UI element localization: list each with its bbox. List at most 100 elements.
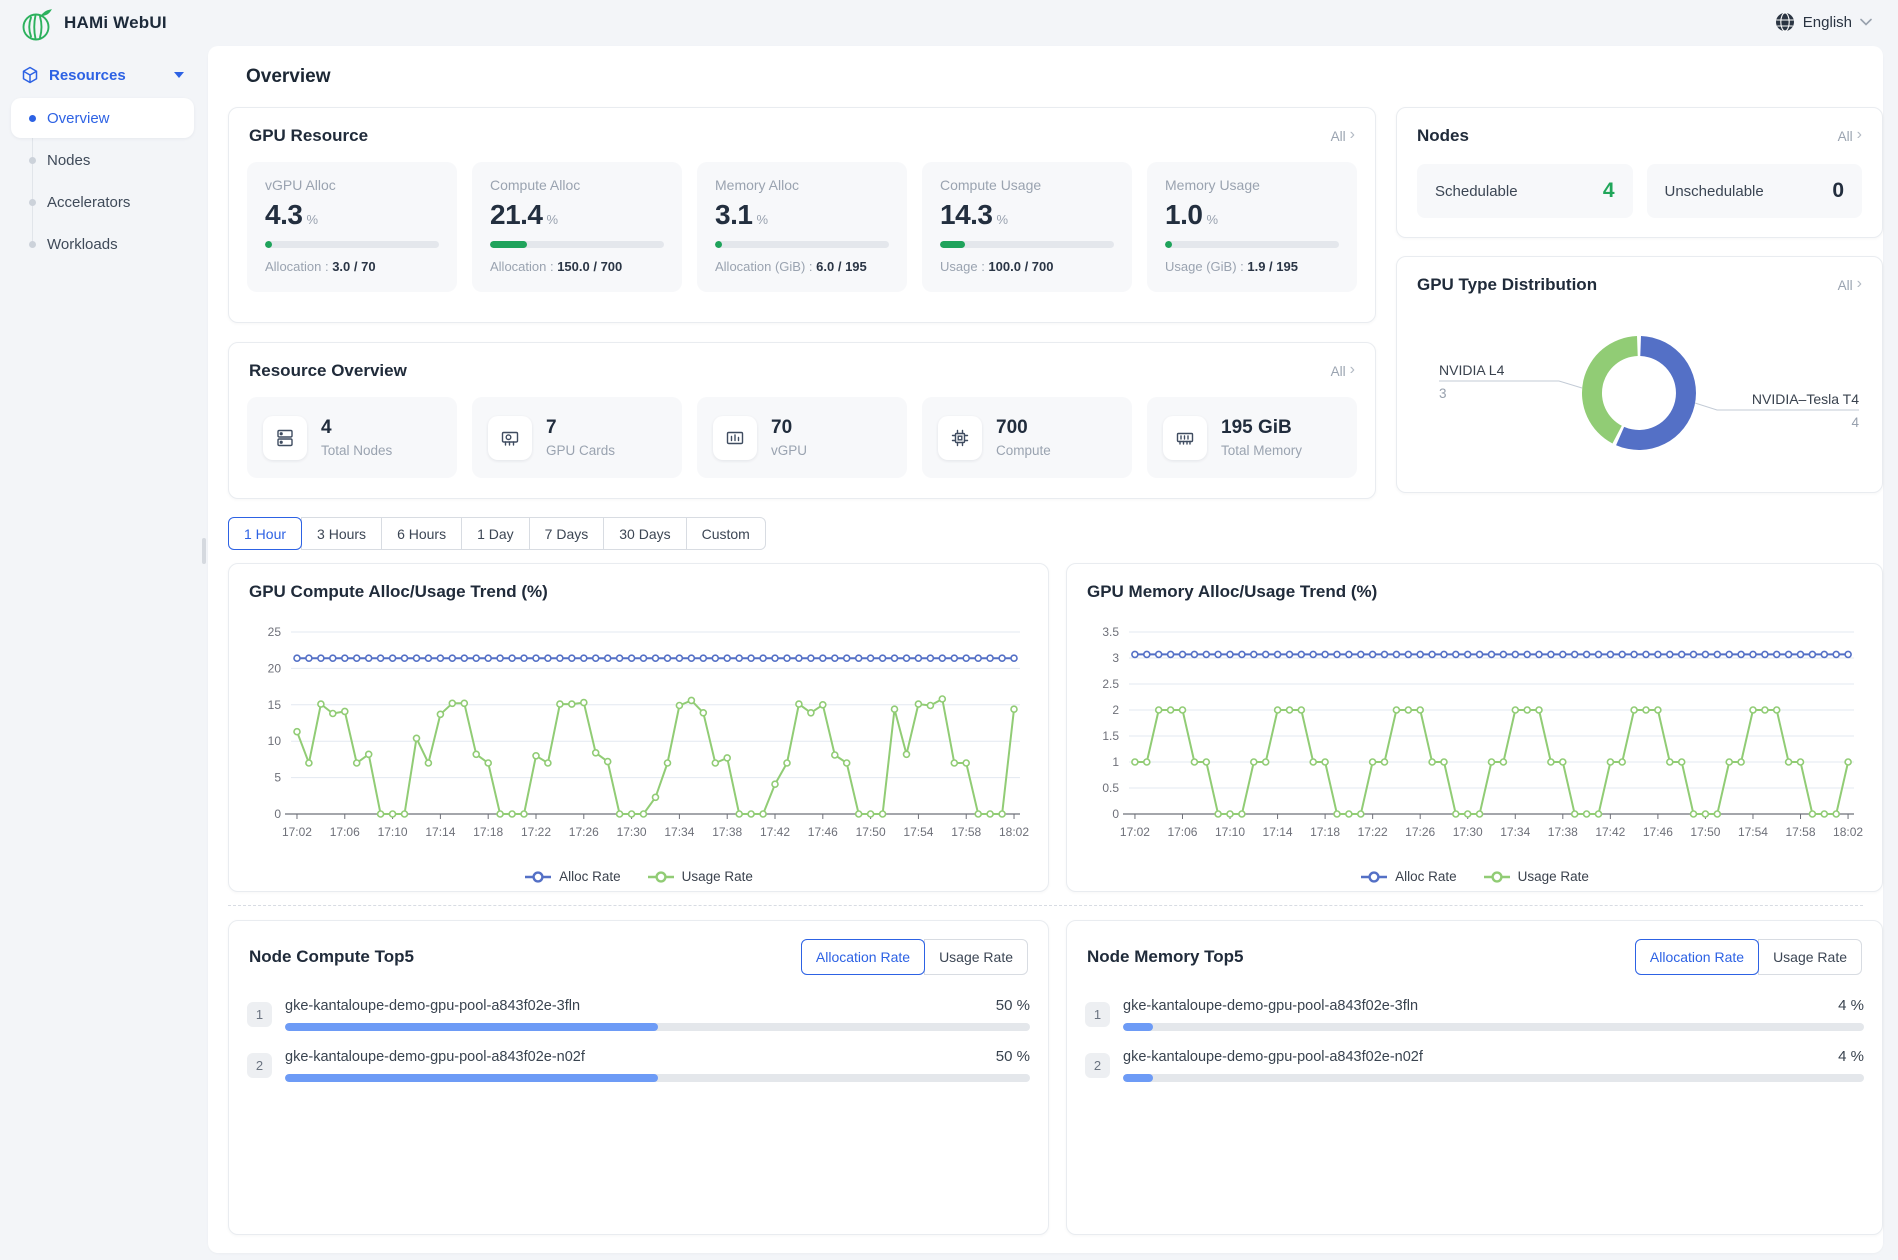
svg-text:17:18: 17:18	[1310, 825, 1340, 839]
svg-text:NVIDIA–Tesla T4: NVIDIA–Tesla T4	[1752, 391, 1859, 407]
svg-text:17:46: 17:46	[808, 825, 838, 839]
time-tab-7-days[interactable]: 7 Days	[528, 517, 605, 550]
legend-marker-icon	[525, 870, 552, 883]
time-tab-1-hour[interactable]: 1 Hour	[228, 517, 303, 550]
node-name: gke-kantaloupe-demo-gpu-pool-a843f02e-3f…	[1123, 998, 1419, 1014]
resource-overview-title: Resource Overview	[249, 361, 407, 380]
memory-rate-toggle: Allocation Rate Usage Rate	[1634, 939, 1862, 975]
resource-overview-card: Resource Overview All › 4 Total Nodes 7 GPU …	[228, 342, 1376, 499]
legend-label: Alloc Rate	[1395, 869, 1457, 884]
svg-text:17:06: 17:06	[330, 825, 360, 839]
node-rate-value: 4 %	[1838, 997, 1864, 1014]
section-divider	[228, 905, 1863, 906]
node-rate-fill	[285, 1074, 658, 1082]
gpu-card-icon	[501, 431, 519, 446]
time-tab-1-day[interactable]: 1 Day	[461, 517, 530, 550]
metric-progress-track	[715, 241, 889, 248]
nodes-icon	[277, 429, 293, 446]
nodes-all-link[interactable]: All ›	[1837, 126, 1862, 144]
compute-trend-chart: 0 5 10 15 20 25 17:02 17:06 17:10 17:14 17:18 17:22…	[268, 625, 1030, 839]
sidebar-item-accelerators[interactable]: Accelerators	[11, 182, 194, 222]
compute-icon	[951, 429, 969, 446]
metric-label: Compute Alloc	[490, 177, 581, 193]
toggle-allocation-rate[interactable]: Allocation Rate	[800, 939, 926, 975]
language-selector[interactable]: English	[1775, 12, 1872, 32]
resource-tile-text: 70 vGPU	[771, 417, 807, 458]
metric-progress-fill	[1165, 241, 1172, 248]
sidebar-group-resources[interactable]: Resources	[11, 58, 194, 92]
resource-icon-box	[938, 415, 982, 460]
gpu-compute-trend-card: GPU Compute Alloc/Usage Trend (%) 0 5 10 15…	[228, 563, 1049, 892]
resource-icon-box	[488, 415, 532, 460]
gpu-metric-tiles: vGPU Alloc 4.3% Allocation : 3.0 / 70 Compu…	[247, 162, 1357, 292]
time-tab-6-hours[interactable]: 6 Hours	[381, 517, 463, 550]
svg-text:1.5: 1.5	[1102, 729, 1119, 743]
legend-item-usage-rate[interactable]: Usage Rate	[1483, 869, 1589, 884]
svg-text:17:58: 17:58	[951, 825, 981, 839]
rank-badge: 1	[1085, 1002, 1110, 1027]
metric-progress-track	[490, 241, 664, 248]
time-tab-30-days[interactable]: 30 Days	[603, 517, 687, 550]
legend-item-alloc-rate[interactable]: Alloc Rate	[524, 869, 621, 884]
legend-item-usage-rate[interactable]: Usage Rate	[647, 869, 753, 884]
sidebar-item-workloads[interactable]: Workloads	[11, 224, 194, 264]
gpu-type-title: GPU Type Distribution	[1417, 275, 1598, 294]
svg-text:17:22: 17:22	[1358, 825, 1388, 839]
svg-text:17:42: 17:42	[760, 825, 790, 839]
metric-memory-alloc: Memory Alloc 3.1% Allocation (GiB) : 6.0 /…	[697, 162, 907, 292]
chevron-right-icon: ›	[1856, 275, 1862, 292]
resource-tile-text: 4 Total Nodes	[321, 417, 392, 458]
resource-tile-label: GPU Cards	[546, 443, 616, 458]
memory-trend-chart: 0 0.5 1 1.5 2 2.5 3 3.5 17:02 17:06 17:10 17:14 17:1…	[1102, 625, 1863, 839]
svg-text:1: 1	[1112, 755, 1119, 769]
resource-tile-value: 4	[321, 417, 332, 438]
hami-logo-icon	[22, 9, 52, 41]
svg-text:17:22: 17:22	[521, 825, 551, 839]
resource-tile-total-memory: 195 GiB Total Memory	[1147, 397, 1357, 478]
legend-label: Usage Rate	[1517, 869, 1589, 884]
sidebar-item-overview[interactable]: Overview	[11, 98, 194, 138]
toggle-allocation-rate[interactable]: Allocation Rate	[1634, 939, 1760, 975]
svg-text:17:42: 17:42	[1595, 825, 1625, 839]
metric-number: 3.1	[715, 199, 753, 230]
nodes-card: Nodes All › Schedulable 4 Unschedulable 0	[1396, 107, 1883, 238]
time-tab-custom[interactable]: Custom	[685, 517, 766, 550]
top5-row-content: gke-kantaloupe-demo-gpu-pool-a843f02e-n0…	[285, 1048, 1030, 1082]
metric-progress-track	[940, 241, 1114, 248]
svg-text:17:26: 17:26	[1405, 825, 1435, 839]
metric-unit: %	[306, 212, 318, 227]
metric-value: 14.3%	[940, 199, 1114, 231]
rank-badge: 1	[247, 1002, 272, 1027]
page-title: Overview	[246, 66, 331, 87]
memory-trend-legend: Alloc Rate Usage Rate	[1067, 869, 1882, 884]
metric-value: 3.1%	[715, 199, 889, 231]
svg-text:2.5: 2.5	[1102, 677, 1119, 691]
svg-text:17:58: 17:58	[1786, 825, 1816, 839]
toggle-usage-rate[interactable]: Usage Rate	[924, 939, 1028, 975]
resource-icon-box	[263, 415, 307, 460]
metric-value: 1.0%	[1165, 199, 1339, 231]
legend-item-alloc-rate[interactable]: Alloc Rate	[1360, 869, 1457, 884]
sidebar-resize-handle[interactable]	[202, 538, 206, 564]
svg-text:0.5: 0.5	[1102, 781, 1119, 795]
metric-progress-fill	[715, 241, 722, 248]
node-memory-top5-rows: 1 gke-kantaloupe-demo-gpu-pool-a843f02e-3…	[1085, 997, 1864, 1099]
resource-overview-all-link[interactable]: All ›	[1330, 361, 1355, 379]
node-rate-track	[1123, 1023, 1864, 1031]
svg-text:3: 3	[1112, 651, 1119, 665]
metric-unit: %	[756, 212, 768, 227]
sidebar-item-nodes[interactable]: Nodes	[11, 140, 194, 180]
node-stat-unschedulable: Unschedulable 0	[1646, 164, 1862, 218]
vgpu-icon	[726, 431, 744, 444]
gpu-resource-all-link[interactable]: All ›	[1330, 126, 1355, 144]
time-tab-3-hours[interactable]: 3 Hours	[301, 517, 383, 550]
nav-dot	[29, 240, 36, 248]
metric-label: Memory Usage	[1165, 177, 1260, 193]
metric-label: vGPU Alloc	[265, 177, 336, 193]
gpu-type-donut-chart: NVIDIA L4 3 NVIDIA–Tesla T4 4	[1439, 336, 1859, 450]
toggle-usage-rate[interactable]: Usage Rate	[1758, 939, 1862, 975]
top5-row-content: gke-kantaloupe-demo-gpu-pool-a843f02e-3f…	[1123, 997, 1864, 1031]
metric-unit: %	[546, 212, 559, 227]
gpu-type-all-link[interactable]: All ›	[1837, 275, 1862, 293]
top5-row-head: gke-kantaloupe-demo-gpu-pool-a843f02e-3f…	[1123, 997, 1864, 1014]
